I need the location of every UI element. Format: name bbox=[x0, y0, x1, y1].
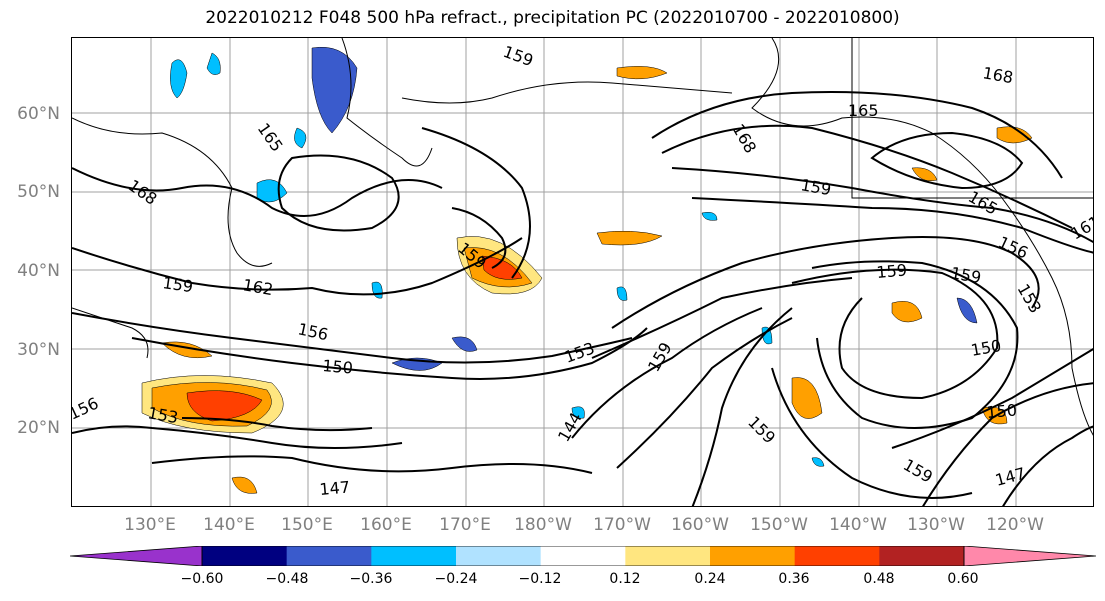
colorbar-tick: 0.36 bbox=[778, 571, 810, 587]
precip-blob-orange bbox=[481, 255, 523, 280]
colorbar bbox=[70, 546, 1096, 566]
contour-label: 159 bbox=[900, 455, 936, 487]
lon-label-160w: 160°W bbox=[671, 515, 729, 535]
lon-label-140w: 140°W bbox=[829, 515, 887, 535]
precip-blob-blue bbox=[294, 127, 307, 149]
graticule bbox=[72, 38, 1093, 506]
precip-blob-blue bbox=[206, 52, 221, 75]
precip-blob-blue bbox=[170, 59, 188, 99]
precip-blob-orange bbox=[186, 390, 263, 422]
precip-blob-blue bbox=[956, 297, 978, 324]
colorbar-tick: −0.24 bbox=[434, 571, 478, 587]
colorbar-tick: 0.60 bbox=[947, 571, 979, 587]
lon-label-120w: 120°W bbox=[986, 515, 1044, 535]
precip-blob-blue bbox=[616, 286, 628, 301]
contour-label: 159 bbox=[799, 175, 832, 199]
precip-blob-orange bbox=[891, 301, 923, 323]
precip-blob-blue bbox=[371, 281, 383, 299]
colorbar-segment bbox=[371, 546, 457, 566]
contour-label: 165 bbox=[254, 119, 287, 155]
lon-label-170e: 170°E bbox=[439, 515, 491, 535]
lat-label-40n: 40°N bbox=[17, 261, 60, 281]
colorbar-tick: 0.48 bbox=[863, 571, 895, 587]
colorbar-segment bbox=[710, 546, 796, 566]
precip-blob-orange bbox=[791, 377, 823, 419]
precip-positive-areas bbox=[141, 66, 1033, 494]
lat-label-30n: 30°N bbox=[17, 340, 60, 360]
precip-blob-orange bbox=[616, 66, 668, 80]
contour-label: 156 bbox=[296, 319, 330, 344]
contour-label: 159 bbox=[644, 339, 676, 375]
colorbar-segment bbox=[794, 546, 880, 566]
colorbar-extend-high bbox=[963, 546, 1096, 566]
contour-label: 159 bbox=[949, 263, 982, 287]
contour-label: 168 bbox=[125, 176, 161, 209]
precip-blob-blue bbox=[761, 326, 773, 345]
colorbar-segment bbox=[456, 546, 542, 566]
lon-label-140e: 140°E bbox=[203, 515, 255, 535]
precip-blob-orange bbox=[911, 167, 938, 181]
colorbar-frame bbox=[201, 546, 965, 566]
lon-label-150e: 150°E bbox=[281, 515, 333, 535]
lon-label-170w: 170°W bbox=[593, 515, 651, 535]
colorbar-tick: 0.12 bbox=[609, 571, 641, 587]
map-panel: 159 165 168 165 168 159 165 156 168 159 … bbox=[71, 37, 1094, 507]
colorbar-segment bbox=[286, 546, 372, 566]
contour-label: 153 bbox=[1014, 281, 1046, 317]
lon-label-160e: 160°E bbox=[360, 515, 412, 535]
lon-label-130e: 130°E bbox=[124, 515, 176, 535]
precip-blob-blue bbox=[701, 212, 718, 221]
refractivity-isolines bbox=[72, 91, 1093, 506]
precip-blob-blue bbox=[811, 457, 825, 467]
colorbar-tick: −0.60 bbox=[180, 571, 224, 587]
contour-label: 159 bbox=[876, 260, 908, 282]
lat-label-20n: 20°N bbox=[17, 418, 60, 438]
colorbar-tick: −0.48 bbox=[265, 571, 309, 587]
contour-label: 161 bbox=[1068, 212, 1095, 244]
colorbar-tick: −0.12 bbox=[518, 571, 562, 587]
map-title: 2022010212 F048 500 hPa refract., precip… bbox=[205, 8, 900, 28]
precip-blob-blue bbox=[256, 179, 288, 203]
lon-label-150w: 150°W bbox=[750, 515, 808, 535]
contour-label: 162 bbox=[241, 275, 274, 299]
contour-label: 168 bbox=[981, 63, 1014, 87]
contour-label: 150 bbox=[986, 400, 1018, 422]
contour-label: 159 bbox=[744, 412, 779, 447]
contour-label: 159 bbox=[161, 273, 194, 296]
map-canvas: 159 165 168 165 168 159 165 156 168 159 … bbox=[72, 38, 1095, 506]
precip-blob-orange bbox=[596, 230, 663, 246]
lon-label-130w: 130°W bbox=[907, 515, 965, 535]
contour-label: 156 bbox=[995, 232, 1031, 262]
contour-label: 159 bbox=[501, 42, 536, 70]
lat-label-60n: 60°N bbox=[17, 104, 60, 124]
contour-label: 156 bbox=[72, 393, 101, 423]
precip-blob-blue bbox=[571, 406, 585, 419]
precip-negative-areas bbox=[170, 46, 978, 467]
precip-blob-blue bbox=[311, 46, 358, 134]
colorbar-segment bbox=[540, 546, 626, 566]
lon-label-180w: 180°W bbox=[514, 515, 572, 535]
precip-blob-blue bbox=[451, 336, 478, 352]
contour-label: 147 bbox=[993, 464, 1027, 490]
contour-label: 150 bbox=[969, 336, 1002, 360]
contour-label: 150 bbox=[322, 356, 354, 378]
contour-label: 147 bbox=[319, 477, 351, 499]
colorbar-segment bbox=[625, 546, 711, 566]
colorbar-tick: −0.36 bbox=[349, 571, 393, 587]
lat-label-50n: 50°N bbox=[17, 182, 60, 202]
precip-blob-orange bbox=[231, 476, 258, 494]
colorbar-segment bbox=[879, 546, 965, 566]
coastlines bbox=[72, 38, 1093, 436]
contour-label: 165 bbox=[848, 101, 879, 120]
colorbar-segment bbox=[202, 546, 288, 566]
colorbar-tick: 0.24 bbox=[694, 571, 726, 587]
colorbar-extend-low bbox=[70, 546, 203, 566]
